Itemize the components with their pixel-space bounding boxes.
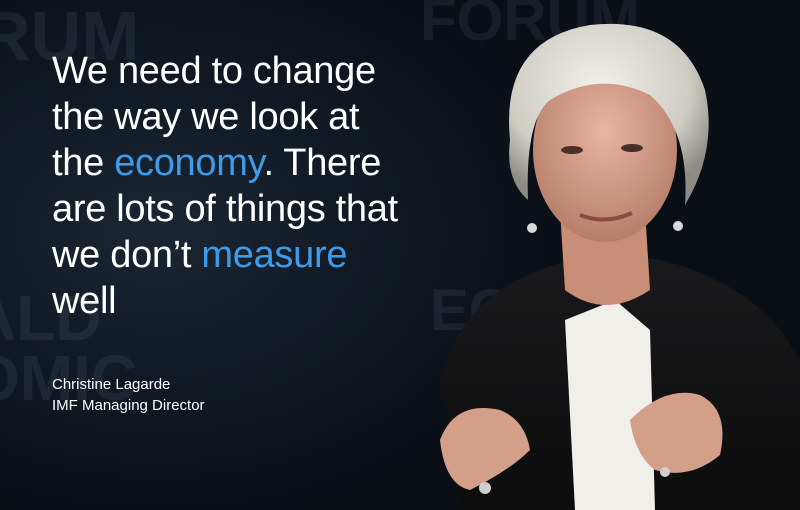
quote-segment: We need to change [52,50,376,92]
svg-text:OMIC: OMIC [0,342,137,414]
quote-line: the way we look at [52,94,452,140]
quote-text: We need to change the way we look at the e… [52,48,452,324]
svg-text:RUM: RUM [0,0,139,75]
quote-segment: well [52,280,117,322]
quote-segment: the way we look at [52,96,360,138]
svg-text:ALD: ALD [0,282,102,354]
speaker-name: Christine Lagarde [52,376,171,393]
quote-line: We need to change [52,48,452,94]
quote-highlight-word: economy [114,142,264,184]
speaker-role: IMF Managing Director [52,397,205,414]
quote-line: the economy. There [52,140,452,186]
quote-segment: the [52,142,115,184]
quote-line: are lots of things that [52,186,452,232]
attribution: Christine Lagarde IMF Managing Director [52,374,205,416]
quote-segment: . There [263,142,382,184]
quote-line: we don’t measure [52,232,452,278]
quote-line: well [52,278,452,324]
speaker-photo [440,23,800,510]
quote-segment: are lots of things that [52,188,398,230]
quote-segment: we don’t [52,234,202,276]
quote-highlight-word: measure [201,234,348,276]
